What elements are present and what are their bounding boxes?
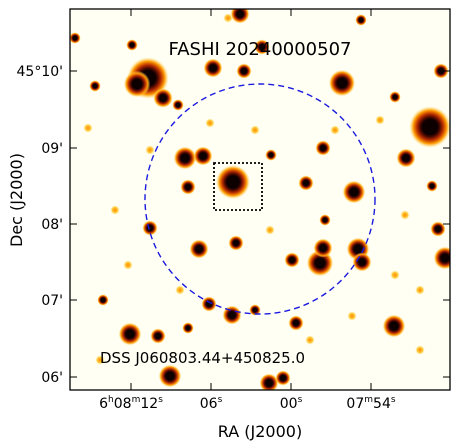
y-tick-label: 06' [41,370,63,386]
star-core [241,68,247,74]
star-core [319,244,327,252]
star-core [155,333,161,339]
star-core [392,94,398,100]
star-core [293,320,299,326]
target-box [213,162,263,211]
star-core [265,379,273,387]
faint-source [250,125,260,135]
x-tick-label: 06s [200,395,223,412]
x-tick-label: 6h08m12s [99,395,163,412]
star-core [303,180,309,186]
faint-source [305,335,315,345]
faint-source [375,115,385,125]
star-core [185,325,191,331]
star-core [421,118,439,136]
y-tick-label: 09' [41,141,63,157]
star-core [100,297,106,303]
star-core [402,154,410,162]
star-core [199,152,207,160]
star-core [336,77,348,89]
star-core [236,10,244,18]
star-core [129,42,135,48]
star-core [209,64,217,72]
faint-source [83,123,93,133]
star-core [131,78,143,90]
star-core [228,311,236,319]
star-core [92,83,98,89]
star-core [349,187,359,197]
star-core [268,152,274,158]
tick-marks [70,9,450,390]
faint-source [330,125,340,135]
faint-source [415,285,425,295]
star-core [226,175,240,189]
y-tick-label: 07' [41,293,63,309]
y-tick-label: 08' [41,217,63,233]
beam-circle [144,83,376,315]
faint-source [95,355,105,365]
star-core [322,217,328,223]
star-core [314,257,326,269]
x-tick-label: 07m54s [346,395,395,412]
star-core [320,145,326,151]
faint-source [400,210,410,220]
star-core [159,94,167,102]
y-tick-label: 45°10' [17,64,63,80]
star-core [125,329,135,339]
x-tick-label: 00s [280,395,303,412]
star-core [438,68,444,74]
star-core [440,253,450,263]
faint-source [123,260,133,270]
star-core [252,307,258,313]
faint-source [110,205,120,215]
faint-source [205,118,215,128]
y-axis-label: Dec (J2000) [7,153,26,247]
star-field [70,9,450,390]
faint-source [265,225,275,235]
faint-source [390,270,400,280]
x-axis-label: RA (J2000) [218,422,302,441]
faint-source [145,145,155,155]
star-core [72,35,78,41]
star-core [358,258,366,266]
star-core [195,245,203,253]
star-core [233,240,239,246]
figure-title: FASHI 20240000507 [169,39,352,60]
faint-source [223,13,233,23]
source-annotation: DSS J060803.44+450825.0 [100,349,305,367]
star-core [165,371,175,381]
star-core [259,44,265,50]
plot-frame [69,8,451,391]
star-core [353,244,363,254]
star-core [280,375,286,381]
faint-source [347,311,357,321]
star-core [358,17,364,23]
star-core [185,184,191,190]
star-core [180,153,190,163]
star-core [175,102,181,108]
faint-source [415,345,425,355]
star-core [389,321,399,331]
faint-source [175,285,185,295]
star-core [435,226,441,232]
star-core [429,183,435,189]
star-core [289,257,295,263]
